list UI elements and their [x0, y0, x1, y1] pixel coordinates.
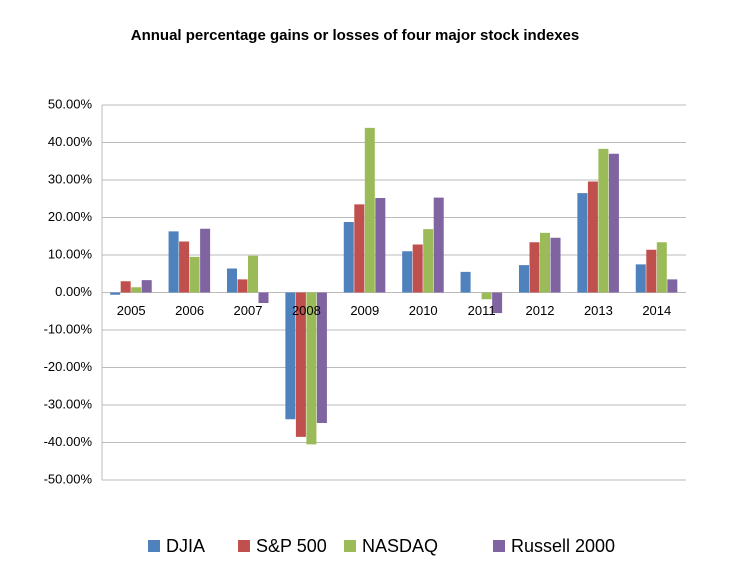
bar [354, 204, 365, 293]
x-tick-label: 2006 [175, 303, 204, 318]
bar [646, 249, 657, 293]
y-tick-label: 30.00% [48, 171, 93, 186]
bar [306, 292, 317, 445]
bar [375, 198, 386, 293]
bar [285, 292, 296, 420]
bar [656, 242, 667, 293]
x-tick-label: 2010 [409, 303, 438, 318]
bar [248, 255, 259, 293]
bar [316, 292, 327, 423]
bar [481, 292, 492, 300]
legend-label: S&P 500 [256, 536, 327, 556]
bar [608, 153, 619, 293]
legend-label: Russell 2000 [511, 536, 615, 556]
legend-swatch [344, 540, 356, 552]
y-tick-label: -40.00% [44, 434, 93, 449]
legend-swatch [493, 540, 505, 552]
bar [295, 292, 306, 437]
x-tick-label: 2008 [292, 303, 321, 318]
x-tick-label: 2011 [468, 303, 496, 318]
x-tick-label: 2009 [350, 303, 379, 318]
y-tick-label: 20.00% [48, 209, 93, 224]
bar [141, 280, 152, 293]
bar [635, 264, 646, 293]
bar [667, 279, 678, 293]
bar [412, 244, 423, 293]
legend-label: NASDAQ [362, 536, 438, 556]
bar [550, 237, 561, 293]
bar [120, 281, 131, 293]
bar [402, 251, 413, 293]
bar [343, 222, 354, 293]
x-tick-label: 2005 [117, 303, 146, 318]
y-tick-label: 50.00% [48, 96, 93, 111]
y-tick-label: -20.00% [44, 359, 93, 374]
x-tick-label: 2013 [584, 303, 613, 318]
bar [598, 148, 609, 293]
bar [433, 197, 444, 293]
y-tick-label: -30.00% [44, 396, 93, 411]
y-tick-label: 40.00% [48, 134, 93, 149]
bar [423, 229, 434, 293]
bar [540, 232, 551, 293]
bar [577, 193, 588, 293]
bar [258, 292, 269, 303]
bar [492, 292, 503, 314]
bar [518, 265, 529, 293]
y-tick-label: -50.00% [44, 471, 93, 486]
legend-label: DJIA [166, 536, 205, 556]
legend-swatch [148, 540, 160, 552]
x-tick-label: 2007 [234, 303, 263, 318]
y-tick-label: -10.00% [44, 321, 93, 336]
y-tick-label: 10.00% [48, 246, 93, 261]
bar [237, 279, 248, 293]
bar [364, 127, 375, 293]
x-tick-label: 2014 [642, 303, 671, 318]
x-tick-label: 2012 [526, 303, 555, 318]
bar [460, 271, 471, 293]
bar [226, 268, 237, 293]
bar [587, 181, 598, 293]
bar [131, 287, 142, 293]
bar [110, 292, 121, 295]
bar [168, 231, 179, 293]
bar [189, 256, 200, 293]
y-tick-label: 0.00% [55, 284, 92, 299]
bar [200, 228, 211, 293]
bar [179, 241, 190, 293]
bar [529, 242, 540, 293]
chart-title: Annual percentage gains or losses of fou… [131, 27, 579, 44]
legend-swatch [238, 540, 250, 552]
